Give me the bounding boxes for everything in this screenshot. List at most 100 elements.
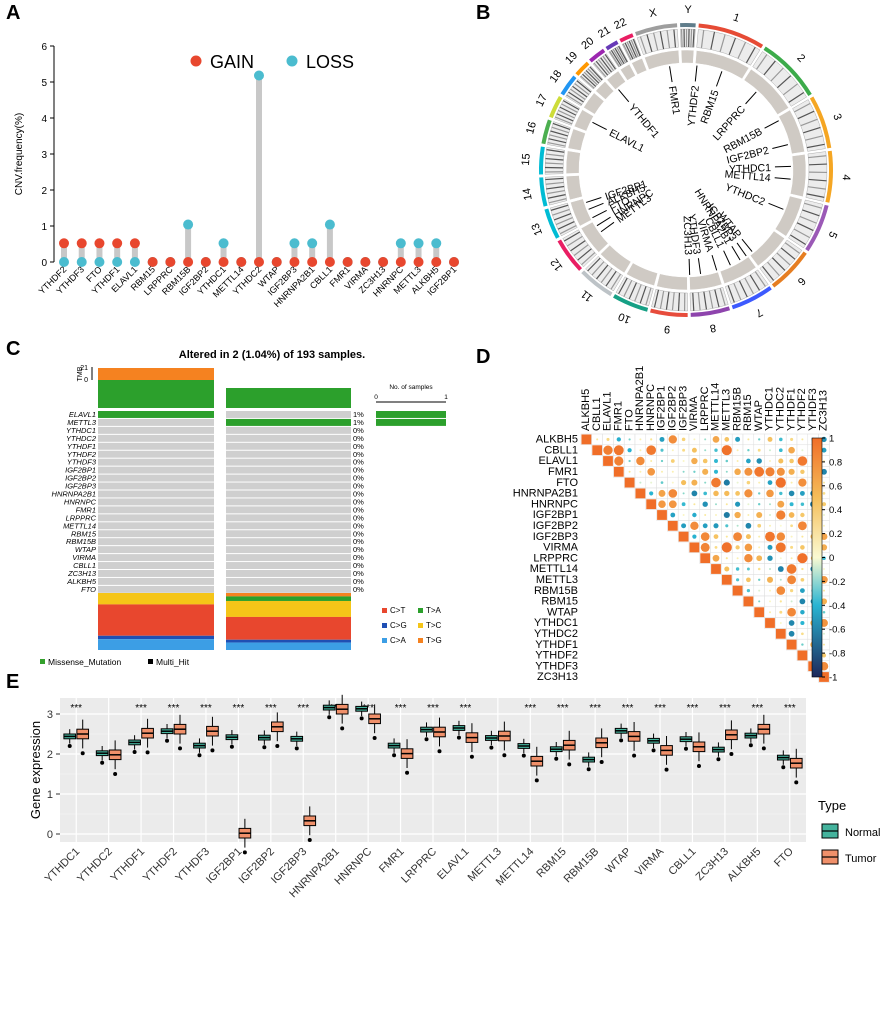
significance-label: *** [297, 703, 309, 714]
chromosome-label: 21 [596, 24, 613, 41]
col-label: VIRMA [688, 396, 700, 432]
diagonal-cell [603, 456, 613, 466]
gene-percent: 0% [353, 482, 364, 491]
tmb-bar [226, 388, 351, 408]
gene-cell [98, 577, 214, 585]
correlation-dot [788, 468, 795, 475]
diagonal-cell [743, 596, 754, 607]
correlation-dot [736, 460, 739, 462]
correlation-dot [790, 437, 794, 441]
gene-cell [226, 466, 351, 474]
correlation-dot [713, 490, 719, 497]
gene-label: ELAVL1 [69, 410, 96, 419]
correlation-dot [801, 449, 804, 452]
correlation-dot [790, 600, 793, 603]
correlation-dot [756, 555, 763, 562]
titv-legend-swatch [418, 623, 423, 628]
correlation-dot [790, 524, 793, 528]
ideogram-band [549, 202, 578, 237]
significance-label: *** [589, 703, 601, 714]
ideogram-stripe [804, 202, 822, 209]
gene-percent: 0% [353, 474, 364, 483]
correlation-dot [799, 598, 806, 605]
ideogram-stripe [794, 102, 811, 113]
cnv-track [695, 50, 750, 80]
chromosome-label: 20 [579, 35, 596, 52]
ideogram-stripe [639, 286, 647, 304]
correlation-dot [691, 479, 698, 486]
side-bar [376, 411, 446, 418]
chromosome-label: 10 [617, 310, 633, 326]
outlier [359, 716, 364, 721]
outlier [761, 746, 766, 751]
outlier [210, 748, 215, 753]
x-tick-label: ZC3H13 [694, 846, 731, 883]
outlier [456, 735, 461, 740]
gene-cell [226, 585, 351, 593]
row-label: ZC3H13 [537, 671, 578, 683]
gene-cell [226, 474, 351, 482]
row-label: CBLL1 [544, 444, 578, 456]
correlation-dot [725, 459, 729, 463]
ideogram-stripe [587, 68, 601, 83]
ideogram-stripe [710, 31, 716, 50]
chromosome-arc [581, 270, 613, 297]
gene-percent: 0% [353, 529, 364, 538]
correlation-dot [721, 445, 732, 456]
ideogram-stripe [566, 94, 583, 106]
correlation-dot [724, 566, 730, 572]
gene-cell [226, 482, 351, 490]
gene-cell [226, 538, 351, 546]
correlation-dot [800, 502, 805, 506]
diagonal-cell [732, 585, 743, 596]
correlation-dot [693, 438, 696, 441]
ideogram-stripe [580, 75, 595, 89]
correlation-dot [658, 489, 666, 497]
ideogram-stripe [761, 265, 775, 281]
col-label: RBM15 [742, 394, 754, 431]
correlation-dot [767, 544, 773, 550]
chromosome-arc [539, 177, 548, 207]
ideogram-stripe [546, 189, 565, 195]
ideogram-stripe [665, 291, 670, 310]
gene-cell [226, 498, 351, 506]
correlation-dot [725, 524, 729, 528]
ideogram-stripe [803, 126, 821, 134]
correlation-dot [797, 521, 807, 531]
ideogram-stripe [545, 181, 564, 185]
correlation-dot [736, 578, 740, 582]
gene-cell [226, 458, 351, 466]
correlation-dot [776, 467, 785, 476]
significance-label: *** [557, 703, 569, 714]
loss-point [129, 257, 140, 267]
ideogram-stripe [680, 29, 683, 48]
gene-label: YTHDF2 [686, 85, 702, 127]
tmb-label: TMB [77, 366, 84, 381]
loss-point [324, 219, 335, 230]
correlation-dot [801, 438, 804, 441]
ideogram-stripe [793, 228, 811, 239]
ideogram-stripe [593, 62, 607, 78]
correlation-dot [757, 492, 761, 495]
correlation-dot [789, 588, 794, 593]
ideogram-stripe [596, 264, 609, 280]
outlier [340, 726, 345, 731]
chromosome-label: 7 [754, 306, 765, 319]
gain-point [200, 257, 211, 267]
ideogram-stripe [719, 287, 726, 306]
titv-segment [226, 596, 351, 601]
gene-cell [98, 466, 214, 474]
gene-cell [226, 570, 351, 577]
row-label: YTHDF2 [535, 650, 578, 662]
ideogram-stripe [570, 240, 586, 252]
correlation-dot [691, 490, 698, 497]
correlation-dot [744, 489, 753, 498]
ideogram-stripe [547, 141, 566, 147]
correlation-dot [769, 503, 771, 506]
correlation-dot [820, 544, 828, 551]
row-label: YTHDF3 [535, 660, 578, 672]
ideogram-stripe [671, 292, 675, 311]
colorbar-label: -0.6 [829, 625, 845, 636]
correlation-dot [799, 588, 805, 594]
correlation-dot [799, 490, 805, 496]
